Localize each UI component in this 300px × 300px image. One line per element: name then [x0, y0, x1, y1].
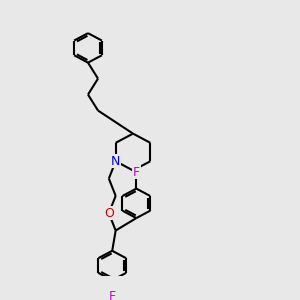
Text: O: O — [104, 207, 114, 220]
Text: F: F — [133, 166, 140, 178]
Text: F: F — [109, 290, 116, 300]
Text: N: N — [111, 155, 120, 168]
